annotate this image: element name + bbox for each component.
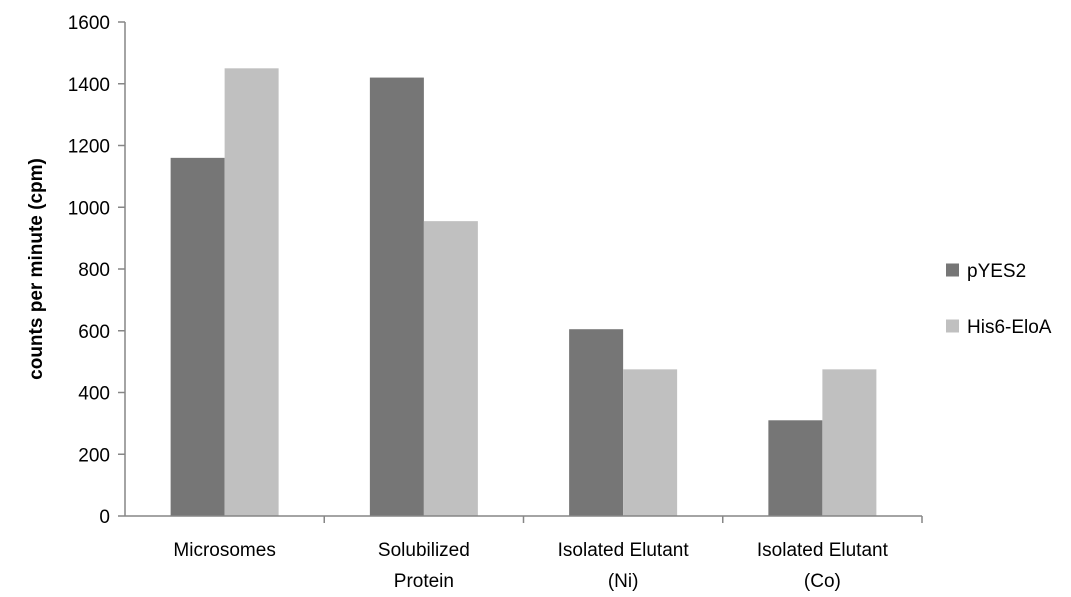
legend-swatch: [946, 263, 959, 277]
category-label: Microsomes: [173, 540, 275, 561]
y-tick-label: 800: [78, 260, 110, 281]
category-label: Isolated Elutant: [558, 540, 690, 561]
y-tick-label: 400: [78, 384, 110, 405]
category-label: Solubilized: [378, 540, 470, 561]
y-tick-label: 1200: [68, 137, 110, 158]
bar-pyes2-2: [569, 329, 624, 516]
category-label: Isolated Elutant: [757, 540, 889, 561]
bar-his6-eloa-1: [423, 221, 478, 517]
y-tick-label: 0: [99, 507, 110, 528]
category-label: Protein: [394, 571, 454, 592]
y-tick-label: 1400: [68, 75, 110, 96]
x-axis-ticks: [323, 516, 923, 523]
legend-swatch: [946, 319, 959, 333]
y-tick-label: 1600: [68, 13, 110, 34]
bar-pyes2-1: [369, 77, 424, 516]
y-tick-label: 1000: [68, 198, 110, 219]
y-axis-title: counts per minute (cpm): [26, 158, 47, 380]
bar-his6-eloa-3: [822, 369, 877, 516]
bar-his6-eloa-0: [224, 68, 279, 516]
bar-pyes2-3: [768, 420, 823, 516]
category-label: (Ni): [608, 571, 639, 592]
y-tick-label: 200: [78, 445, 110, 466]
legend: pYES2 His6-EloA: [946, 261, 1052, 338]
legend-label: His6-EloA: [967, 317, 1052, 338]
category-labels: Microsomes Solubilized Protein Isolated Elu…: [173, 540, 888, 592]
y-axis-ticks: 0 200 400 600 800 1000 1200 1400 1600: [68, 13, 125, 528]
bars: [170, 68, 877, 517]
legend-label: pYES2: [967, 261, 1026, 282]
category-label: (Co): [804, 571, 841, 592]
bar-his6-eloa-2: [623, 369, 678, 516]
y-tick-label: 600: [78, 322, 110, 343]
bar-pyes2-0: [170, 157, 225, 516]
